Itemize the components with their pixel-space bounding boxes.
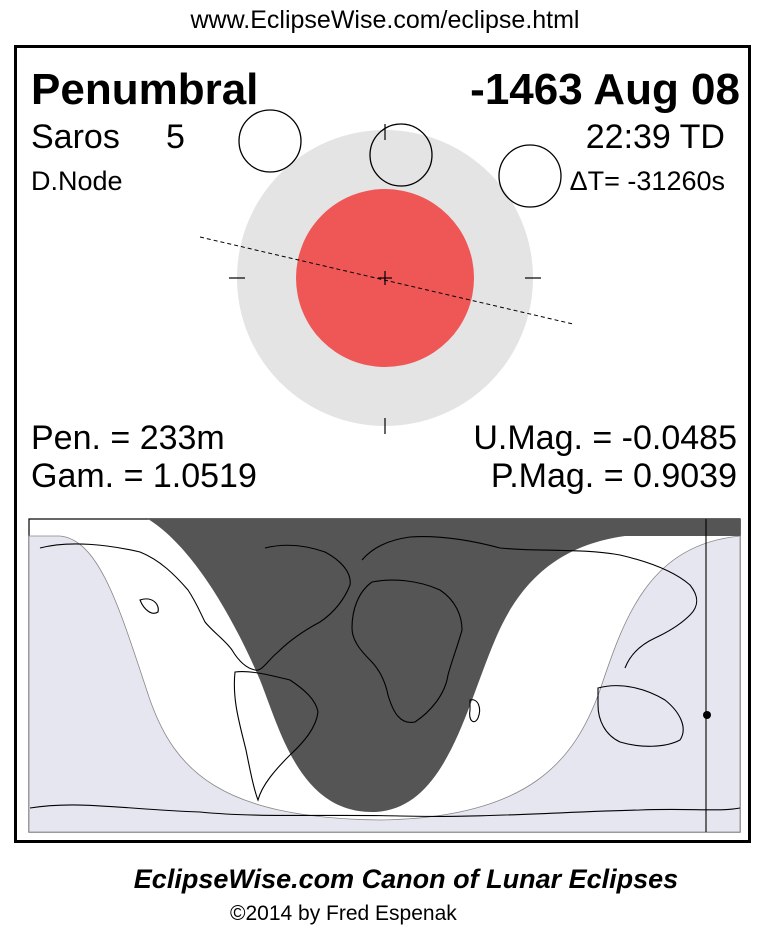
moon-first-contact	[238, 109, 302, 173]
eclipse-date: -1463 Aug 08	[470, 65, 740, 114]
umbral-magnitude: U.Mag. = -0.0485	[473, 419, 737, 457]
footer-copyright: ©2014 by Fred Espenak	[230, 902, 457, 925]
node: D.Node	[31, 166, 123, 196]
coastlines	[29, 519, 741, 832]
subsolar-point	[703, 711, 711, 719]
saros-number: 5	[166, 118, 185, 156]
moon-last-contact	[498, 144, 562, 208]
night-shading	[148, 519, 740, 812]
moon-path	[199, 236, 574, 325]
penumbral-magnitude: P.Mag. = 0.9039	[490, 457, 737, 495]
world-map	[28, 518, 741, 833]
eclipse-panel	[14, 45, 751, 843]
source-url[interactable]: www.EclipseWise.com/eclipse.html	[190, 6, 580, 34]
penumbral-visibility-zone	[28, 535, 741, 833]
penumbral-duration: Pen. = 233m	[31, 419, 225, 457]
moon-greatest-eclipse	[369, 123, 433, 187]
gamma: Gam. = 1.0519	[31, 457, 257, 495]
footer-title: EclipseWise.com Canon of Lunar Eclipses	[133, 864, 679, 894]
eclipse-type: Penumbral	[31, 65, 259, 114]
delta-t: ΔT= -31260s	[569, 166, 725, 196]
saros-label: Saros	[31, 118, 120, 156]
axis-ticks	[229, 124, 541, 434]
eclipse-time: 22:39 TD	[585, 118, 725, 156]
